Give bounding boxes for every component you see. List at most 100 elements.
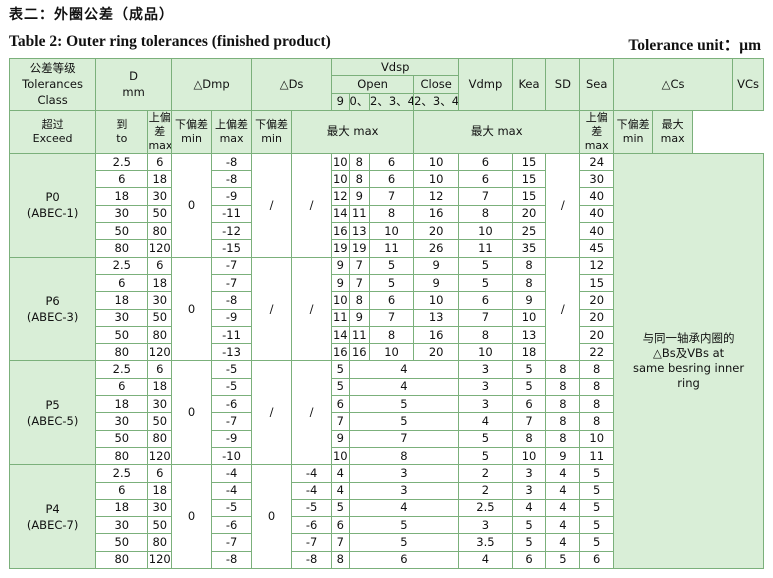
vdsp-9-cell: 4 bbox=[331, 464, 350, 483]
dmp-lower-header-en: min bbox=[181, 131, 202, 145]
vdsp-open-cell: 5 bbox=[348, 412, 460, 431]
over-cell: 50 bbox=[95, 222, 149, 241]
vdsp-close-234-header: 2、3、4 bbox=[413, 92, 460, 111]
over-cell: 2.5 bbox=[95, 256, 149, 275]
vdsp-close-cell: 16 bbox=[413, 325, 460, 345]
over-cell: 2.5 bbox=[95, 360, 149, 379]
ds-upper-cell: / bbox=[251, 360, 293, 466]
dmp-lower-cell: -11 bbox=[211, 204, 253, 224]
ds-lower-header: 下偏差 min bbox=[251, 109, 293, 154]
dmp-lower-cell: -8 bbox=[211, 291, 253, 310]
kea-cell: 4 bbox=[511, 498, 547, 518]
to-cell: 50 bbox=[147, 204, 173, 224]
sea-header: Sea bbox=[579, 58, 615, 111]
ds-upper-header-en: max bbox=[219, 131, 244, 145]
class-abec: (ABEC-7) bbox=[26, 517, 79, 532]
sea-cell: 8 bbox=[579, 360, 615, 379]
class-abec: (ABEC-5) bbox=[26, 413, 79, 428]
vdsp-close-cell: 9 bbox=[413, 273, 460, 293]
sea-cell: 5 bbox=[579, 516, 615, 535]
dmp-lower-cell: -8 bbox=[211, 152, 253, 172]
d-header-label: D bbox=[129, 69, 139, 84]
sea-cell: 5 bbox=[579, 533, 615, 552]
kea-cell: 10 bbox=[511, 308, 547, 327]
table-row: 50 80 -12 16 13 10 20 10 25 40 bbox=[10, 222, 764, 241]
tolerance-unit: Tolerance unit：μm bbox=[628, 37, 761, 54]
vdsp-01-cell: 9 bbox=[348, 187, 371, 206]
dmp-lower-cell: -9 bbox=[211, 429, 253, 448]
note-en1: same besring inner bbox=[633, 360, 745, 375]
sd-cell: 5 bbox=[545, 550, 581, 570]
sd-cell: 8 bbox=[545, 412, 581, 431]
dmp-lower-cell: -11 bbox=[211, 325, 253, 345]
ds-lower-header-en: min bbox=[261, 131, 282, 145]
dmp-lower-cell: -4 bbox=[211, 464, 253, 483]
dmp-lower-cell: -7 bbox=[211, 273, 253, 293]
ds-upper-cell: / bbox=[251, 256, 293, 362]
class-abec: (ABEC-3) bbox=[26, 310, 79, 325]
ds-lower-cell: / bbox=[291, 256, 333, 362]
sd-cell: 4 bbox=[545, 498, 581, 518]
kea-cell: 7 bbox=[511, 412, 547, 431]
dmp-lower-cell: -13 bbox=[211, 343, 253, 362]
vdsp-234-header: 2、3、4 bbox=[369, 92, 415, 111]
dmp-upper-header: 上偏差 max bbox=[147, 109, 173, 154]
vdsp-open-cell: 3 bbox=[348, 464, 460, 483]
to-cell: 30 bbox=[147, 291, 173, 310]
kea-cell: 5 bbox=[511, 360, 547, 379]
cs-upper-header-cn: 上偏差 bbox=[585, 110, 608, 138]
over-cell: 2.5 bbox=[95, 152, 149, 172]
vdsp-close-cell: 20 bbox=[413, 343, 460, 362]
vdsp-234-cell: 10 bbox=[369, 343, 415, 362]
to-cell: 120 bbox=[147, 446, 173, 466]
kea-cell: 9 bbox=[511, 291, 547, 310]
kea-cell: 25 bbox=[511, 222, 547, 241]
grade-header-en1: Tolerances bbox=[22, 77, 83, 92]
header-row-2: Open Close bbox=[10, 75, 764, 94]
to-cell: 80 bbox=[147, 533, 173, 552]
ds-upper-header-cn: 上偏差 bbox=[215, 117, 249, 131]
vdsp-234-cell: 7 bbox=[369, 308, 415, 327]
note-cn: 与同一轴承内圈的 bbox=[642, 330, 735, 345]
sea-cell: 40 bbox=[579, 222, 615, 241]
dmp-lower-cell: -9 bbox=[211, 187, 253, 206]
over-cell: 50 bbox=[95, 533, 149, 552]
vdsp-01-cell: 13 bbox=[348, 222, 371, 241]
ds-lower-cell: -8 bbox=[291, 550, 333, 570]
kea-cell: 5 bbox=[511, 377, 547, 397]
vdsp-01-cell: 8 bbox=[348, 152, 371, 172]
vdmp-cell: 4 bbox=[458, 412, 513, 431]
open-header: Open bbox=[331, 75, 415, 94]
vdsp-open-cell: 5 bbox=[348, 533, 460, 552]
kea-cell: 8 bbox=[511, 273, 547, 293]
cs-header: △Cs bbox=[613, 58, 734, 111]
to-cell: 80 bbox=[147, 325, 173, 345]
ds-lower-cell: -7 bbox=[291, 533, 333, 552]
to-cell: 30 bbox=[147, 498, 173, 518]
dmp-upper-cell: 0 bbox=[171, 464, 213, 570]
vdsp-234-cell: 6 bbox=[369, 152, 415, 172]
sea-cell: 20 bbox=[579, 325, 615, 345]
table-row: 18 30 -8 10 8 6 10 6 9 20 bbox=[10, 291, 764, 310]
class-abec: (ABEC-1) bbox=[26, 206, 79, 221]
vdsp-234-cell: 11 bbox=[369, 239, 415, 258]
vdsp-9-cell: 8 bbox=[331, 550, 350, 570]
vdmp-cell: 10 bbox=[458, 222, 513, 241]
vdsp-close-cell: 26 bbox=[413, 239, 460, 258]
kea-cell: 3 bbox=[511, 481, 547, 500]
vdsp-9-cell: 5 bbox=[331, 498, 350, 518]
kea-cell: 6 bbox=[511, 550, 547, 570]
vdsp-234-cell: 7 bbox=[369, 187, 415, 206]
vdsp-234-cell: 8 bbox=[369, 204, 415, 224]
to-cell: 18 bbox=[147, 170, 173, 189]
dmp-lower-cell: -5 bbox=[211, 498, 253, 518]
to-cell: 120 bbox=[147, 550, 173, 570]
vdsp-open-cell: 4 bbox=[348, 377, 460, 397]
vdsp-close-cell: 10 bbox=[413, 291, 460, 310]
to-cell: 6 bbox=[147, 152, 173, 172]
vdmp-cell: 7 bbox=[458, 308, 513, 327]
class-cell: P6 (ABEC-3) bbox=[8, 256, 97, 362]
vdsp-01-cell: 16 bbox=[348, 343, 371, 362]
sea-cell: 8 bbox=[579, 412, 615, 431]
vdsp-close-cell: 10 bbox=[413, 152, 460, 172]
